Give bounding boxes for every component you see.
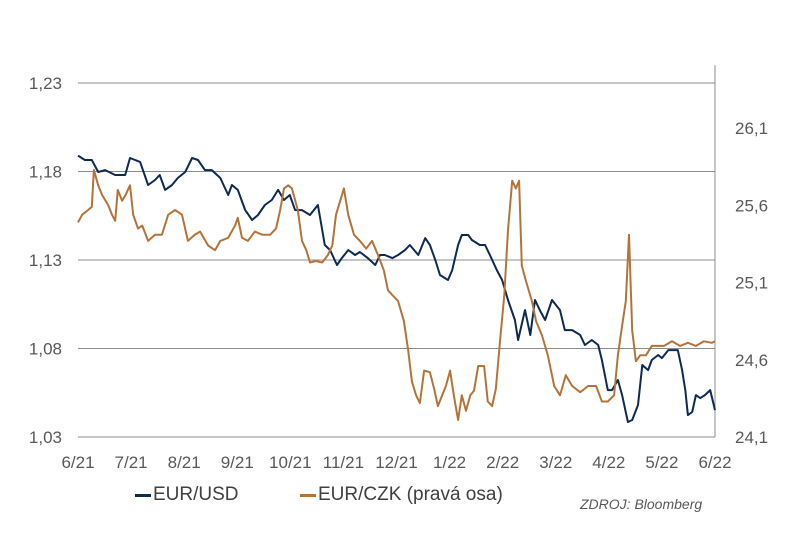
series-line-eur-czk bbox=[77, 168, 716, 421]
x-tick-label: 4/22 bbox=[592, 453, 625, 472]
legend-swatch-eur-czk bbox=[300, 493, 316, 497]
y-right-tick-label: 24,1 bbox=[735, 428, 768, 447]
source-note: ZDROJ: Bloomberg bbox=[580, 496, 703, 512]
y-left-tick-label: 1,23 bbox=[29, 74, 62, 93]
x-tick-label: 6/22 bbox=[698, 453, 731, 472]
x-tick-label: 9/21 bbox=[221, 453, 254, 472]
y-left-tick-label: 1,08 bbox=[29, 340, 62, 359]
y-right-tick-label: 25,6 bbox=[735, 196, 768, 215]
y-left-tick-label: 1,03 bbox=[29, 428, 62, 447]
x-tick-label: 10/21 bbox=[269, 453, 312, 472]
legend-label-eur-usd: EUR/USD bbox=[153, 484, 239, 505]
x-tick-label: 7/21 bbox=[115, 453, 148, 472]
x-tick-label: 8/21 bbox=[168, 453, 201, 472]
legend-label-eur-czk: EUR/CZK (pravá osa) bbox=[318, 484, 503, 505]
legend-item-eur-czk: EUR/CZK (pravá osa) bbox=[300, 484, 503, 506]
x-tick-label: 11/21 bbox=[323, 453, 364, 472]
x-tick-label: 3/22 bbox=[539, 453, 572, 472]
y-left-tick-label: 1,13 bbox=[29, 251, 62, 270]
series-line-eur-usd bbox=[77, 154, 716, 423]
y-right-tick-label: 24,6 bbox=[735, 351, 768, 370]
y-right-tick-label: 25,1 bbox=[735, 274, 768, 293]
y-right-tick-label: 26,1 bbox=[735, 119, 768, 138]
x-tick-label: 12/21 bbox=[375, 453, 418, 472]
legend-swatch-eur-usd bbox=[135, 493, 151, 497]
x-tick-label: 6/21 bbox=[61, 453, 94, 472]
x-tick-label: 2/22 bbox=[486, 453, 519, 472]
legend-item-eur-usd: EUR/USD bbox=[135, 484, 239, 506]
x-tick-label: 5/22 bbox=[645, 453, 678, 472]
x-tick-label: 1/22 bbox=[433, 453, 466, 472]
y-left-tick-label: 1,18 bbox=[29, 163, 62, 182]
